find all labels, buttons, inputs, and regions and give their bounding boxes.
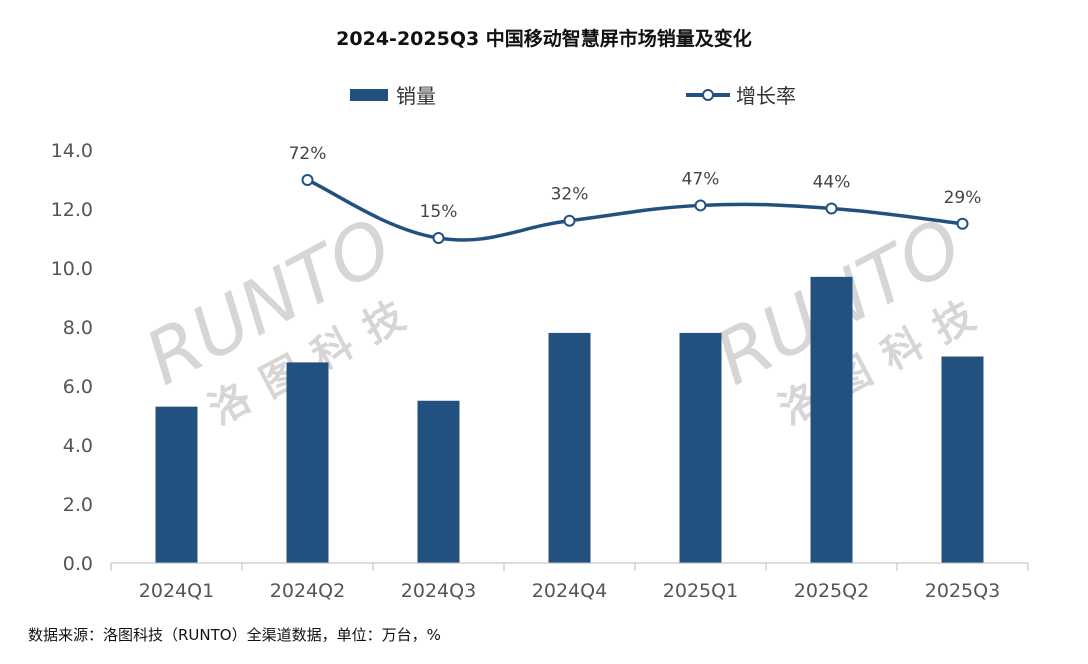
y-tick-label: 0.0 [63,553,93,575]
growth-point-2025Q3 [956,217,969,230]
growth-point-2024Q3 [432,232,445,244]
y-tick-label: 14.0 [51,140,93,162]
source-note: 数据来源：洛图科技（RUNTO）全渠道数据，单位：万台，% [28,626,441,644]
growth-data-label: 47% [682,169,720,189]
legend-item-growth: 增长率 [686,80,796,109]
bar-2024Q1 [155,406,198,563]
legend-label: 增长率 [736,84,796,108]
growth-data-label: 44% [813,172,851,192]
growth-point-2024Q2 [301,174,314,186]
x-tick-label: 2024Q2 [270,580,345,602]
growth-data-label: 15% [420,202,458,222]
growth-point-2025Q1 [694,199,707,212]
bar-2024Q3 [417,400,460,563]
bar-2025Q3 [941,356,984,563]
growth-point-2024Q4 [563,214,576,227]
growth-data-label: 72% [289,144,327,164]
y-tick-label: 12.0 [51,199,93,221]
x-tick-label: 2025Q2 [794,580,869,602]
x-tick-label: 2025Q1 [663,580,738,602]
y-tick-label: 10.0 [51,258,93,280]
legend-label: 销量 [396,84,436,108]
y-tick-label: 2.0 [63,494,93,516]
legend-line-marker-icon [686,88,730,101]
chart-title: 2024-2025Q3 中国移动智慧屏市场销量及变化 [336,28,752,50]
y-tick-label: 4.0 [63,435,93,457]
x-tick-label: 2024Q3 [401,580,476,602]
growth-data-label: 29% [944,188,982,208]
y-tick-label: 6.0 [63,376,93,398]
x-tick-label: 2024Q4 [532,580,607,602]
y-tick-label: 8.0 [63,317,93,339]
bar-2025Q1 [679,332,722,563]
bar-2024Q2 [286,362,329,563]
growth-data-label: 32% [551,185,589,205]
legend-bar-swatch-icon [350,88,388,101]
legend-item-sales: 销量 [350,80,436,109]
bar-2025Q2 [810,276,853,563]
growth-line [306,178,963,242]
bar-2024Q4 [548,332,591,563]
growth-point-2025Q2 [825,202,838,215]
x-tick-label: 2024Q1 [139,580,214,602]
x-tick-label: 2025Q3 [925,580,1000,602]
